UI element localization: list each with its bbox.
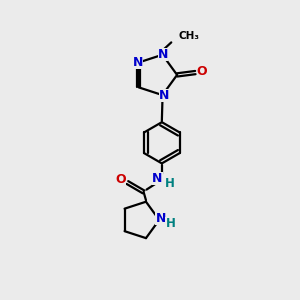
Text: N: N (152, 172, 163, 185)
Text: N: N (159, 88, 169, 102)
Text: N: N (158, 48, 168, 61)
Text: CH₃: CH₃ (178, 31, 199, 41)
Text: H: H (165, 177, 175, 190)
Text: N: N (133, 56, 143, 69)
Text: O: O (196, 65, 207, 78)
Text: H: H (166, 217, 175, 230)
Text: O: O (116, 173, 126, 186)
Text: N: N (155, 212, 166, 225)
